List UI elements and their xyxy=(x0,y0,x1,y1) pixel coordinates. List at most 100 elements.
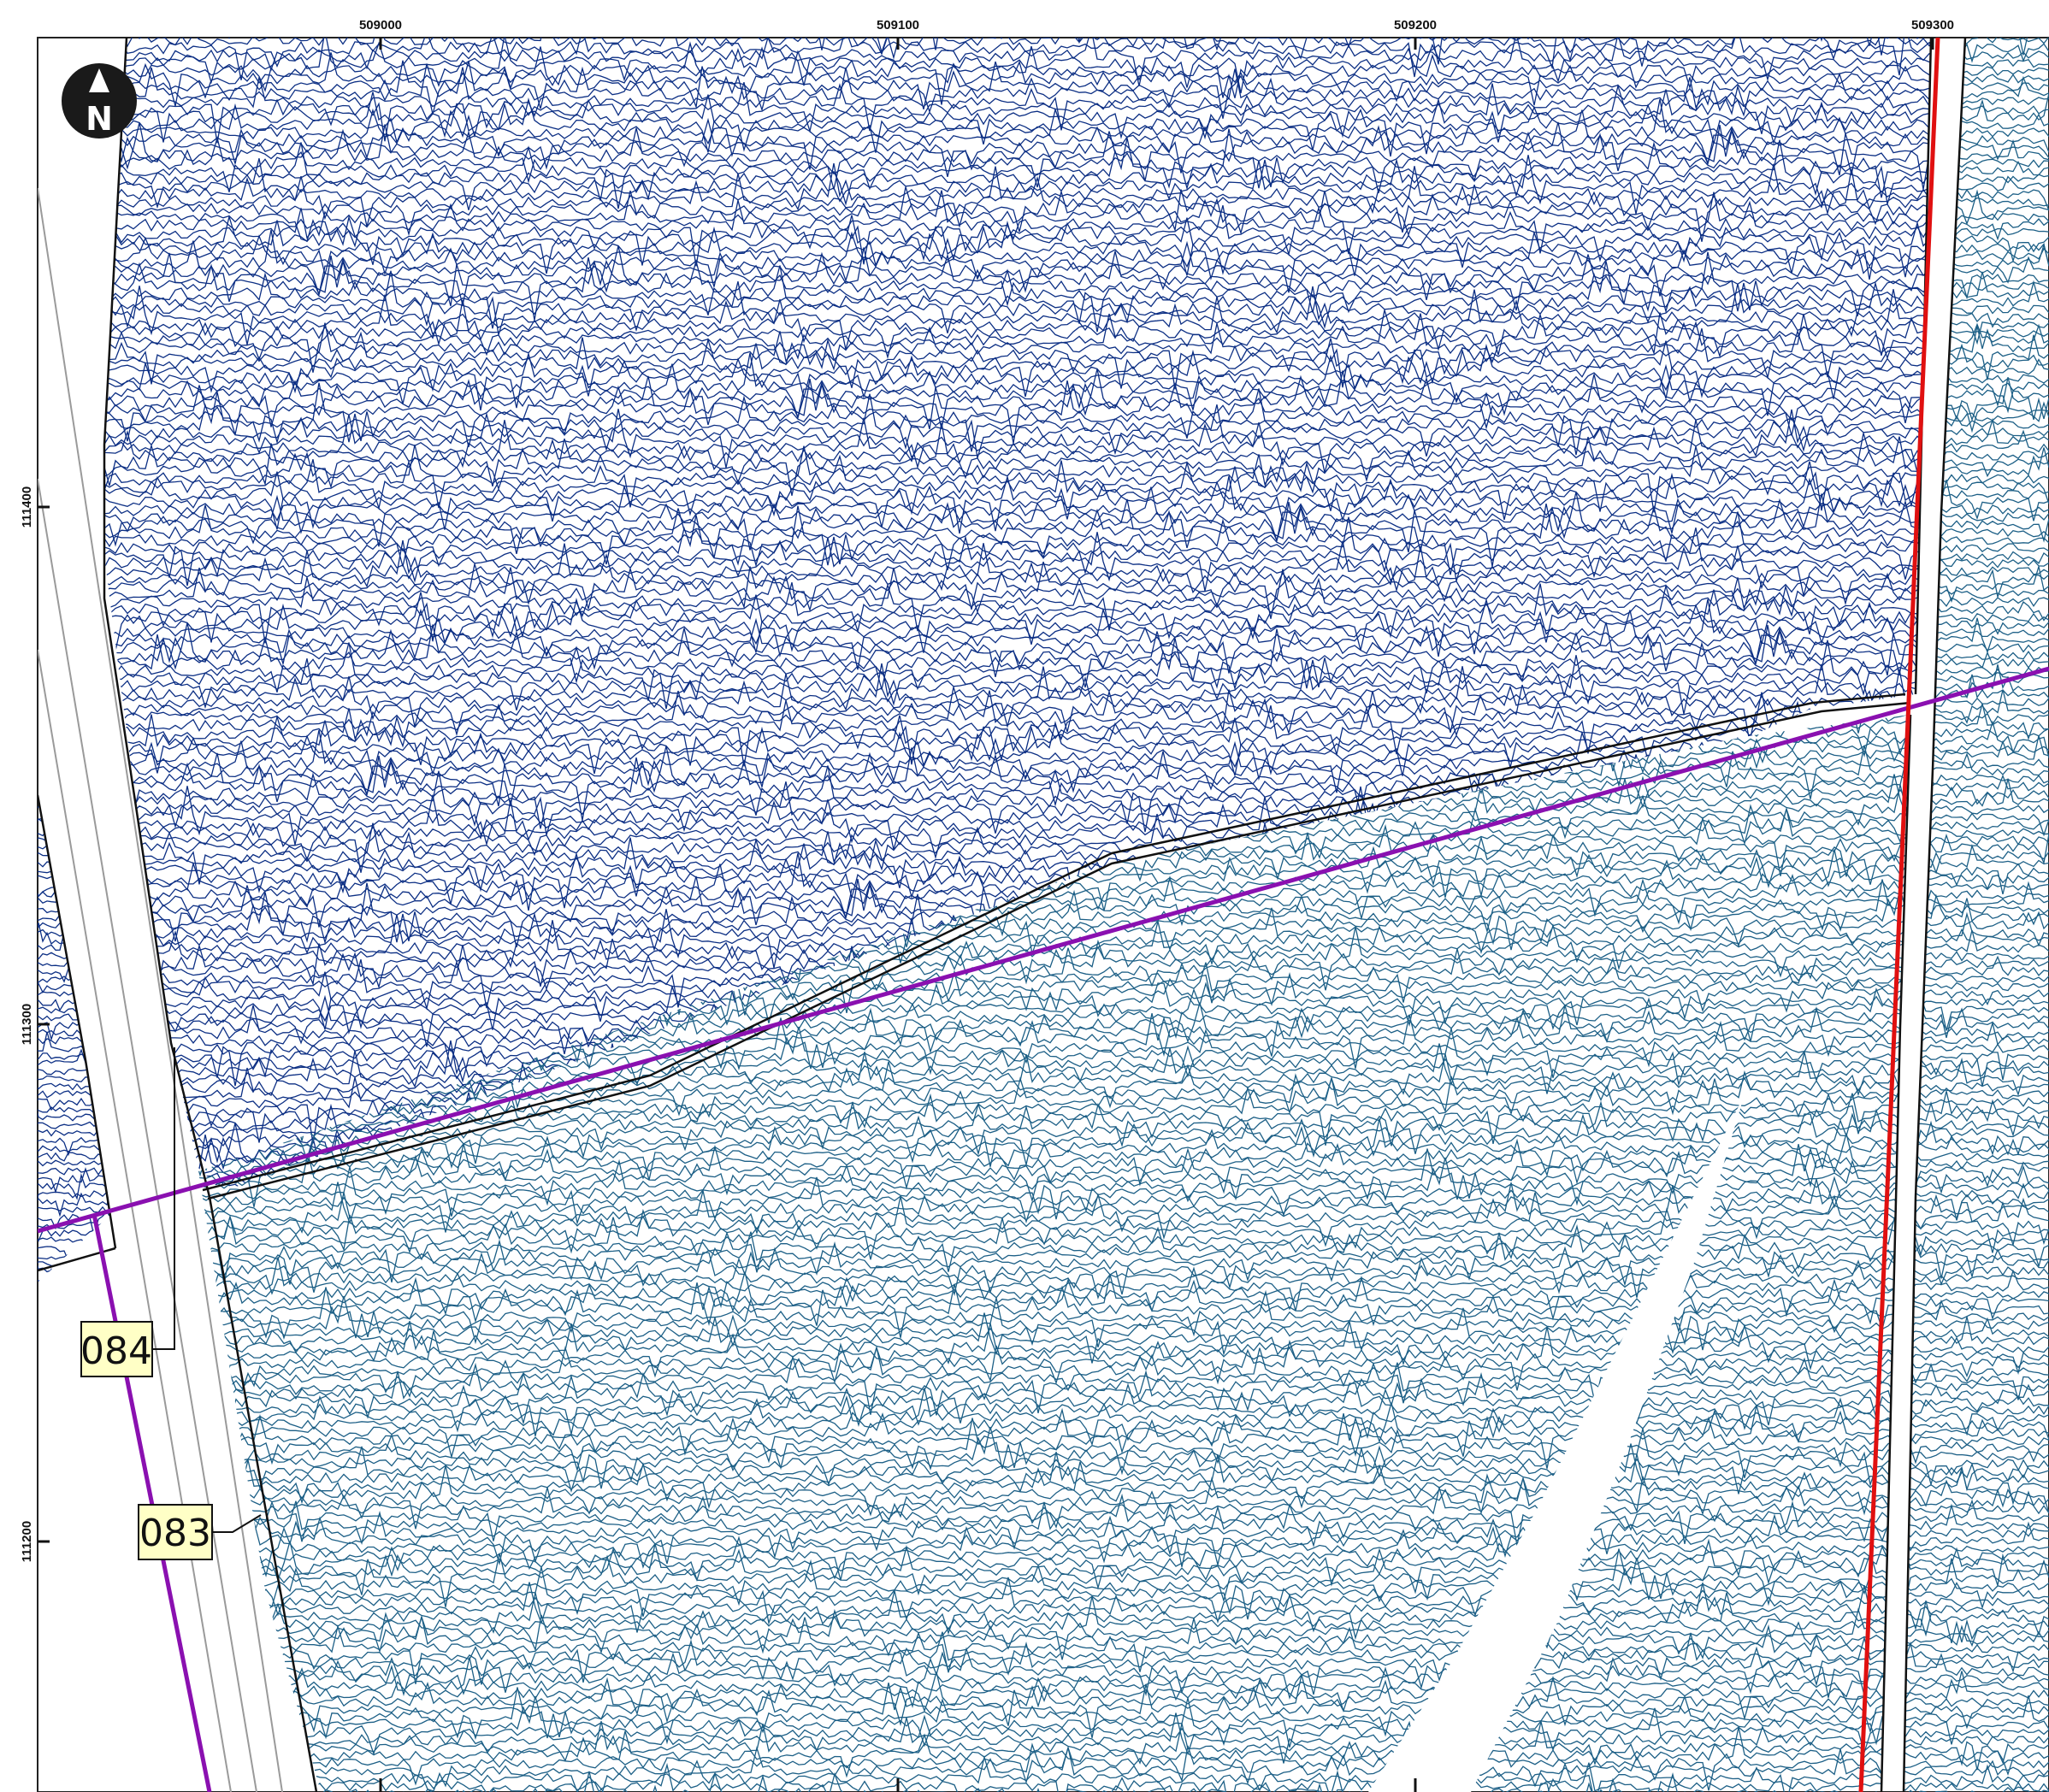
profile-trace xyxy=(198,1405,1910,1459)
profile-trace xyxy=(104,409,1931,469)
profile-trace xyxy=(104,352,1931,416)
profile-trace xyxy=(1904,1382,2049,1392)
profile-trace xyxy=(104,501,1931,567)
profile-trace xyxy=(104,251,1931,321)
profile-trace xyxy=(198,1742,1910,1792)
northing-tick-label: 111400 xyxy=(20,486,34,528)
profile-trace xyxy=(1904,1244,2049,1279)
profile-trace xyxy=(1904,1362,2049,1400)
profile-trace xyxy=(198,1271,1910,1321)
profile-trace xyxy=(1904,1650,2049,1673)
profile-trace xyxy=(104,60,1931,119)
profile-trace xyxy=(104,563,1931,617)
profile-trace xyxy=(1904,1549,2049,1586)
profile-trace xyxy=(104,474,1931,534)
profile-trace xyxy=(104,658,1931,710)
profile-trace xyxy=(1904,1764,2049,1788)
profile-trace xyxy=(1904,1728,2049,1738)
profile-trace xyxy=(104,261,1931,315)
profile-trace xyxy=(104,52,1931,107)
profile-trace xyxy=(104,77,1931,132)
profile-trace xyxy=(198,1577,1910,1625)
profile-trace xyxy=(1904,1435,2049,1446)
profile-trace xyxy=(198,1133,1910,1181)
northing-tick-label: 111200 xyxy=(20,1521,34,1562)
profile-trace xyxy=(104,229,1931,293)
profile-trace xyxy=(104,38,1931,80)
profile-trace xyxy=(1904,1682,2049,1701)
profile-trace xyxy=(1904,1750,2049,1777)
profile-trace xyxy=(1904,1629,2049,1655)
profile-trace xyxy=(104,475,1931,534)
profile-trace xyxy=(1904,1695,2049,1723)
profile-trace xyxy=(1904,1697,2049,1708)
profile-trace xyxy=(198,1176,1910,1225)
easting-tick-label: 509100 xyxy=(877,18,919,32)
profile-trace xyxy=(1904,1351,2049,1376)
profile-trace xyxy=(198,1518,1910,1569)
profile-trace xyxy=(198,1485,1910,1529)
profile-trace xyxy=(1904,1197,2049,1231)
profile-trace xyxy=(198,1596,1910,1648)
profile-trace xyxy=(104,492,1931,547)
profile-trace xyxy=(1904,1266,2049,1286)
profile-trace xyxy=(198,1624,1910,1673)
profile-trace xyxy=(104,230,1931,280)
profile-trace xyxy=(104,121,1931,178)
profile-trace xyxy=(1904,1462,2049,1484)
profile-trace xyxy=(1904,1741,2049,1771)
profile-trace xyxy=(198,1257,1910,1312)
profile-trace xyxy=(1904,1653,2049,1677)
north-letter: N xyxy=(86,100,113,138)
profile-trace xyxy=(104,168,1931,228)
profile-trace xyxy=(198,1674,1910,1727)
profile-trace xyxy=(104,128,1931,194)
profile-trace xyxy=(198,1166,1910,1220)
profile-trace xyxy=(198,1548,1910,1607)
north-arrow-icon: N xyxy=(62,63,137,139)
easting-tick-label: 509000 xyxy=(359,18,402,32)
profile-trace xyxy=(104,493,1931,555)
profile-trace xyxy=(198,1061,1910,1110)
profile-trace xyxy=(104,38,1931,94)
northing-tick-label: 111300 xyxy=(20,1004,34,1045)
profile-trace xyxy=(1904,1781,2049,1792)
profile-trace xyxy=(104,705,1931,767)
profile-trace xyxy=(104,38,1931,86)
profile-trace xyxy=(198,1388,1910,1439)
profile-trace xyxy=(1904,1503,2049,1530)
profile-trace xyxy=(104,417,1931,475)
profile-trace xyxy=(198,1413,1910,1469)
profile-trace xyxy=(104,404,1931,458)
profile-trace xyxy=(1904,1641,2049,1669)
profile-trace xyxy=(104,624,1931,681)
profile-trace xyxy=(104,582,1931,644)
profile-trace xyxy=(198,1536,1910,1581)
survey-line-label-083[interactable]: 083 xyxy=(138,1504,213,1560)
profile-trace xyxy=(104,392,1931,456)
profile-trace xyxy=(104,459,1931,512)
profile-trace xyxy=(198,1118,1910,1167)
profile-trace xyxy=(1904,1383,2049,1405)
profile-trace xyxy=(104,445,1931,494)
profile-trace xyxy=(1904,1624,2049,1646)
profile-trace xyxy=(1904,1297,2049,1321)
profile-trace xyxy=(104,186,1931,242)
profile-trace xyxy=(1904,1229,2049,1253)
profile-trace xyxy=(1904,1419,2049,1440)
profile-trace xyxy=(198,1073,1910,1129)
profile-trace xyxy=(198,1762,1910,1792)
profile-trace xyxy=(104,138,1931,198)
profile-trace xyxy=(198,1402,1910,1450)
profile-trace xyxy=(1904,1459,2049,1492)
profile-trace xyxy=(1904,1394,2049,1412)
survey-line-label-084[interactable]: 084 xyxy=(80,1321,153,1377)
profile-trace xyxy=(198,1196,1910,1247)
profile-trace xyxy=(1904,1466,2049,1506)
profile-trace xyxy=(104,117,1931,170)
profile-trace xyxy=(198,1465,1910,1517)
profile-trace xyxy=(198,1500,1910,1547)
survey-line-label-text: 084 xyxy=(80,1329,152,1373)
